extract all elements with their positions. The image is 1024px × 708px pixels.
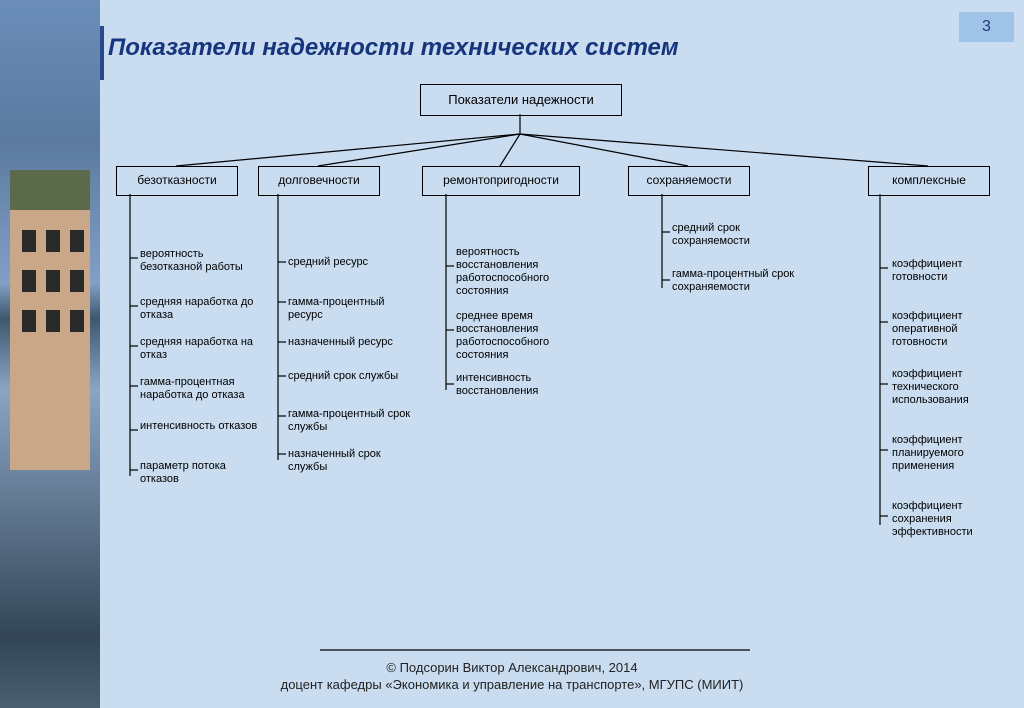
leaf: вероятность безотказной работы [140,248,258,274]
side-photo [0,0,100,708]
leaf: вероятность восстановления работоспособн… [456,246,588,298]
cat-sohranyaemosti: сохраняемости [628,166,750,196]
leaf: коэффициент планируемого применения [892,434,1002,473]
footer-line1: © Подсорин Виктор Александрович, 2014 [386,660,637,675]
footer-line2: доцент кафедры «Экономика и управление н… [281,677,744,692]
leaf: средний срок сохраняемости [672,222,802,248]
cat-dolgovechnosti: долговечности [258,166,380,196]
leaf: параметр потока отказов [140,460,258,486]
footer: © Подсорин Виктор Александрович, 2014 до… [0,659,1024,694]
leaf: средняя наработка на отказ [140,336,258,362]
leaf: среднее время восстановления работоспосо… [456,310,588,362]
leaf: гамма-процентный срок сохраняемости [672,268,802,294]
leaf: гамма-процентный ресурс [288,296,418,322]
cat-kompleksnye: комплексные [868,166,990,196]
leaf: интенсивность отказов [140,420,258,433]
leaf: средняя наработка до отказа [140,296,258,322]
leaf: коэффициент сохранения эффективности [892,500,1002,539]
root-box: Показатели надежности [420,84,622,116]
page-number: 3 [959,12,1014,42]
leaf: назначенный ресурс [288,336,418,349]
slide-title: Показатели надежности технических систем [108,34,679,62]
leaf: гамма-процентный срок службы [288,408,418,434]
leaf: средний срок службы [288,370,418,383]
leaf: коэффициент готовности [892,258,1002,284]
leaf: коэффициент технического использования [892,368,1002,407]
leaf: назначенный срок службы [288,448,418,474]
leaf: гамма-процентная наработка до отказа [140,376,258,402]
cat-remontoprigodnosti: ремонтопригодности [422,166,580,196]
slide: 3 Показатели надежности технических сист… [0,0,1024,708]
cat-bezotkaznosti: безотказности [116,166,238,196]
leaf: интенсивность восстановления [456,372,588,398]
leaf: коэффициент оперативной готовности [892,310,1002,349]
leaf: средний ресурс [288,256,418,269]
title-accent [100,26,104,80]
